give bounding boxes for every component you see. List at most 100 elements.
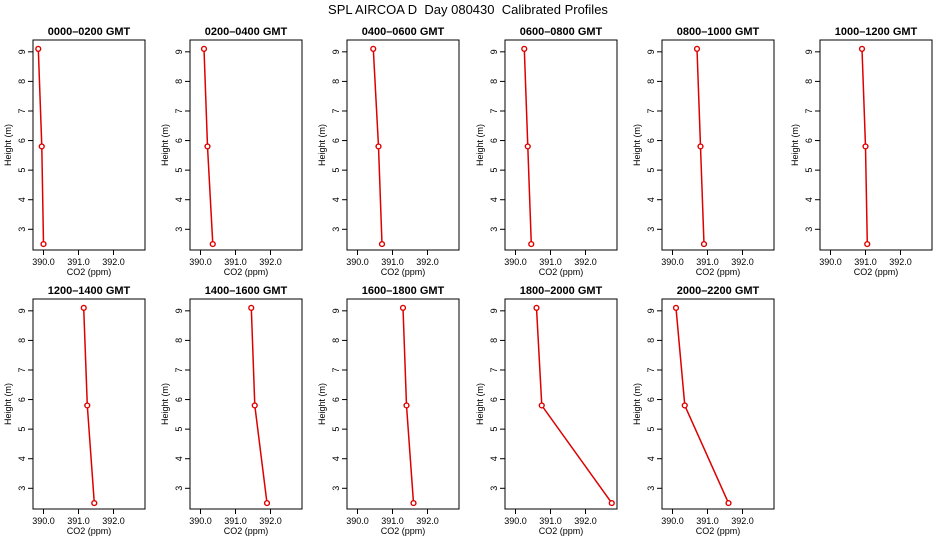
x-axis-label: CO2 (ppm) <box>224 267 269 277</box>
x-axis-label: CO2 (ppm) <box>696 267 741 277</box>
y-tick-label: 7 <box>646 367 656 372</box>
data-point <box>410 499 417 507</box>
y-tick-label: 5 <box>331 427 341 432</box>
y-tick-label: 6 <box>489 397 499 402</box>
y-tick-label: 3 <box>174 227 184 232</box>
plot-frame <box>32 39 146 251</box>
y-tick-label: 8 <box>489 79 499 84</box>
y-tick-label: 4 <box>17 456 27 461</box>
x-tick-label: 392.0 <box>731 257 754 267</box>
y-tick-label: 7 <box>331 108 341 113</box>
y-tick-label: 4 <box>489 456 499 461</box>
y-tick-label: 9 <box>646 49 656 54</box>
panel-title: 0000–0200 GMT <box>48 26 131 38</box>
panel-title: 1200–1400 GMT <box>48 285 131 297</box>
y-tick-label: 9 <box>174 308 184 313</box>
y-tick-label: 7 <box>17 108 27 113</box>
y-tick-label: 8 <box>17 79 27 84</box>
x-axis-label: CO2 (ppm) <box>67 267 112 277</box>
data-point <box>263 499 271 507</box>
data-point <box>370 45 377 52</box>
y-tick-label: 6 <box>489 138 499 143</box>
data-point <box>864 240 871 248</box>
y-tick-label: 7 <box>331 367 341 372</box>
data-point <box>84 402 91 409</box>
y-tick-label: 9 <box>489 308 499 313</box>
y-tick-label: 8 <box>174 79 184 84</box>
x-tick-label: 392.0 <box>889 257 912 267</box>
y-tick-label: 4 <box>174 197 184 202</box>
y-tick-label: 8 <box>174 338 184 343</box>
data-point <box>91 499 98 507</box>
y-tick-label: 6 <box>331 138 341 143</box>
y-tick-label: 5 <box>489 168 499 173</box>
y-tick-label: 5 <box>17 168 27 173</box>
y-tick-label: 4 <box>646 197 656 202</box>
data-point <box>693 45 701 52</box>
y-tick-label: 9 <box>331 308 341 313</box>
data-point <box>80 304 87 311</box>
y-tick-label: 7 <box>646 108 656 113</box>
y-tick-label: 5 <box>17 427 27 432</box>
data-point <box>248 304 255 311</box>
plot-frame <box>661 39 775 251</box>
y-tick-label: 5 <box>174 168 184 173</box>
y-tick-label: 8 <box>489 338 499 343</box>
y-tick-label: 9 <box>804 49 814 54</box>
y-tick-label: 6 <box>646 138 656 143</box>
plot-frame <box>346 39 460 251</box>
x-tick-label: 390.0 <box>346 516 369 526</box>
y-axis-label: Height (m) <box>317 383 327 425</box>
data-point <box>672 304 680 311</box>
y-tick-label: 8 <box>804 79 814 84</box>
x-tick-label: 390.0 <box>32 516 55 526</box>
y-tick-label: 4 <box>331 456 341 461</box>
y-tick-label: 9 <box>174 49 184 54</box>
x-tick-label: 391.0 <box>381 516 404 526</box>
profile-line <box>535 307 613 504</box>
x-tick-label: 392.0 <box>574 516 597 526</box>
data-point <box>697 143 704 150</box>
panel-title: 1000–1200 GMT <box>835 26 918 38</box>
y-tick-label: 3 <box>489 486 499 491</box>
y-tick-label: 5 <box>489 427 499 432</box>
y-axis-label: Height (m) <box>160 383 170 425</box>
y-tick-label: 7 <box>804 108 814 113</box>
y-axis-label: Height (m) <box>3 124 13 166</box>
data-point <box>200 45 208 52</box>
data-point <box>378 240 386 248</box>
y-tick-label: 7 <box>174 108 184 113</box>
x-tick-label: 391.0 <box>67 257 90 267</box>
panel-title: 1600–1800 GMT <box>362 285 445 297</box>
y-tick-label: 3 <box>331 486 341 491</box>
y-tick-label: 6 <box>646 397 656 402</box>
x-tick-label: 390.0 <box>661 516 684 526</box>
y-tick-label: 6 <box>804 138 814 143</box>
y-tick-label: 4 <box>174 456 184 461</box>
y-tick-label: 4 <box>646 456 656 461</box>
x-tick-label: 390.0 <box>819 257 842 267</box>
data-point <box>858 45 866 52</box>
x-tick-label: 392.0 <box>416 257 439 267</box>
y-tick-label: 6 <box>17 138 27 143</box>
x-tick-label: 392.0 <box>102 257 125 267</box>
x-axis-label: CO2 (ppm) <box>67 526 112 536</box>
x-tick-label: 391.0 <box>696 516 719 526</box>
x-axis-label: CO2 (ppm) <box>696 526 741 536</box>
y-tick-label: 9 <box>17 49 27 54</box>
x-axis-label: CO2 (ppm) <box>539 526 584 536</box>
y-axis-label: Height (m) <box>160 124 170 166</box>
y-tick-label: 3 <box>646 486 656 491</box>
y-tick-label: 9 <box>17 308 27 313</box>
data-point <box>399 304 407 311</box>
y-tick-label: 9 <box>646 308 656 313</box>
data-point <box>204 143 211 150</box>
y-tick-label: 9 <box>331 49 341 54</box>
y-axis-label: Height (m) <box>3 383 13 425</box>
